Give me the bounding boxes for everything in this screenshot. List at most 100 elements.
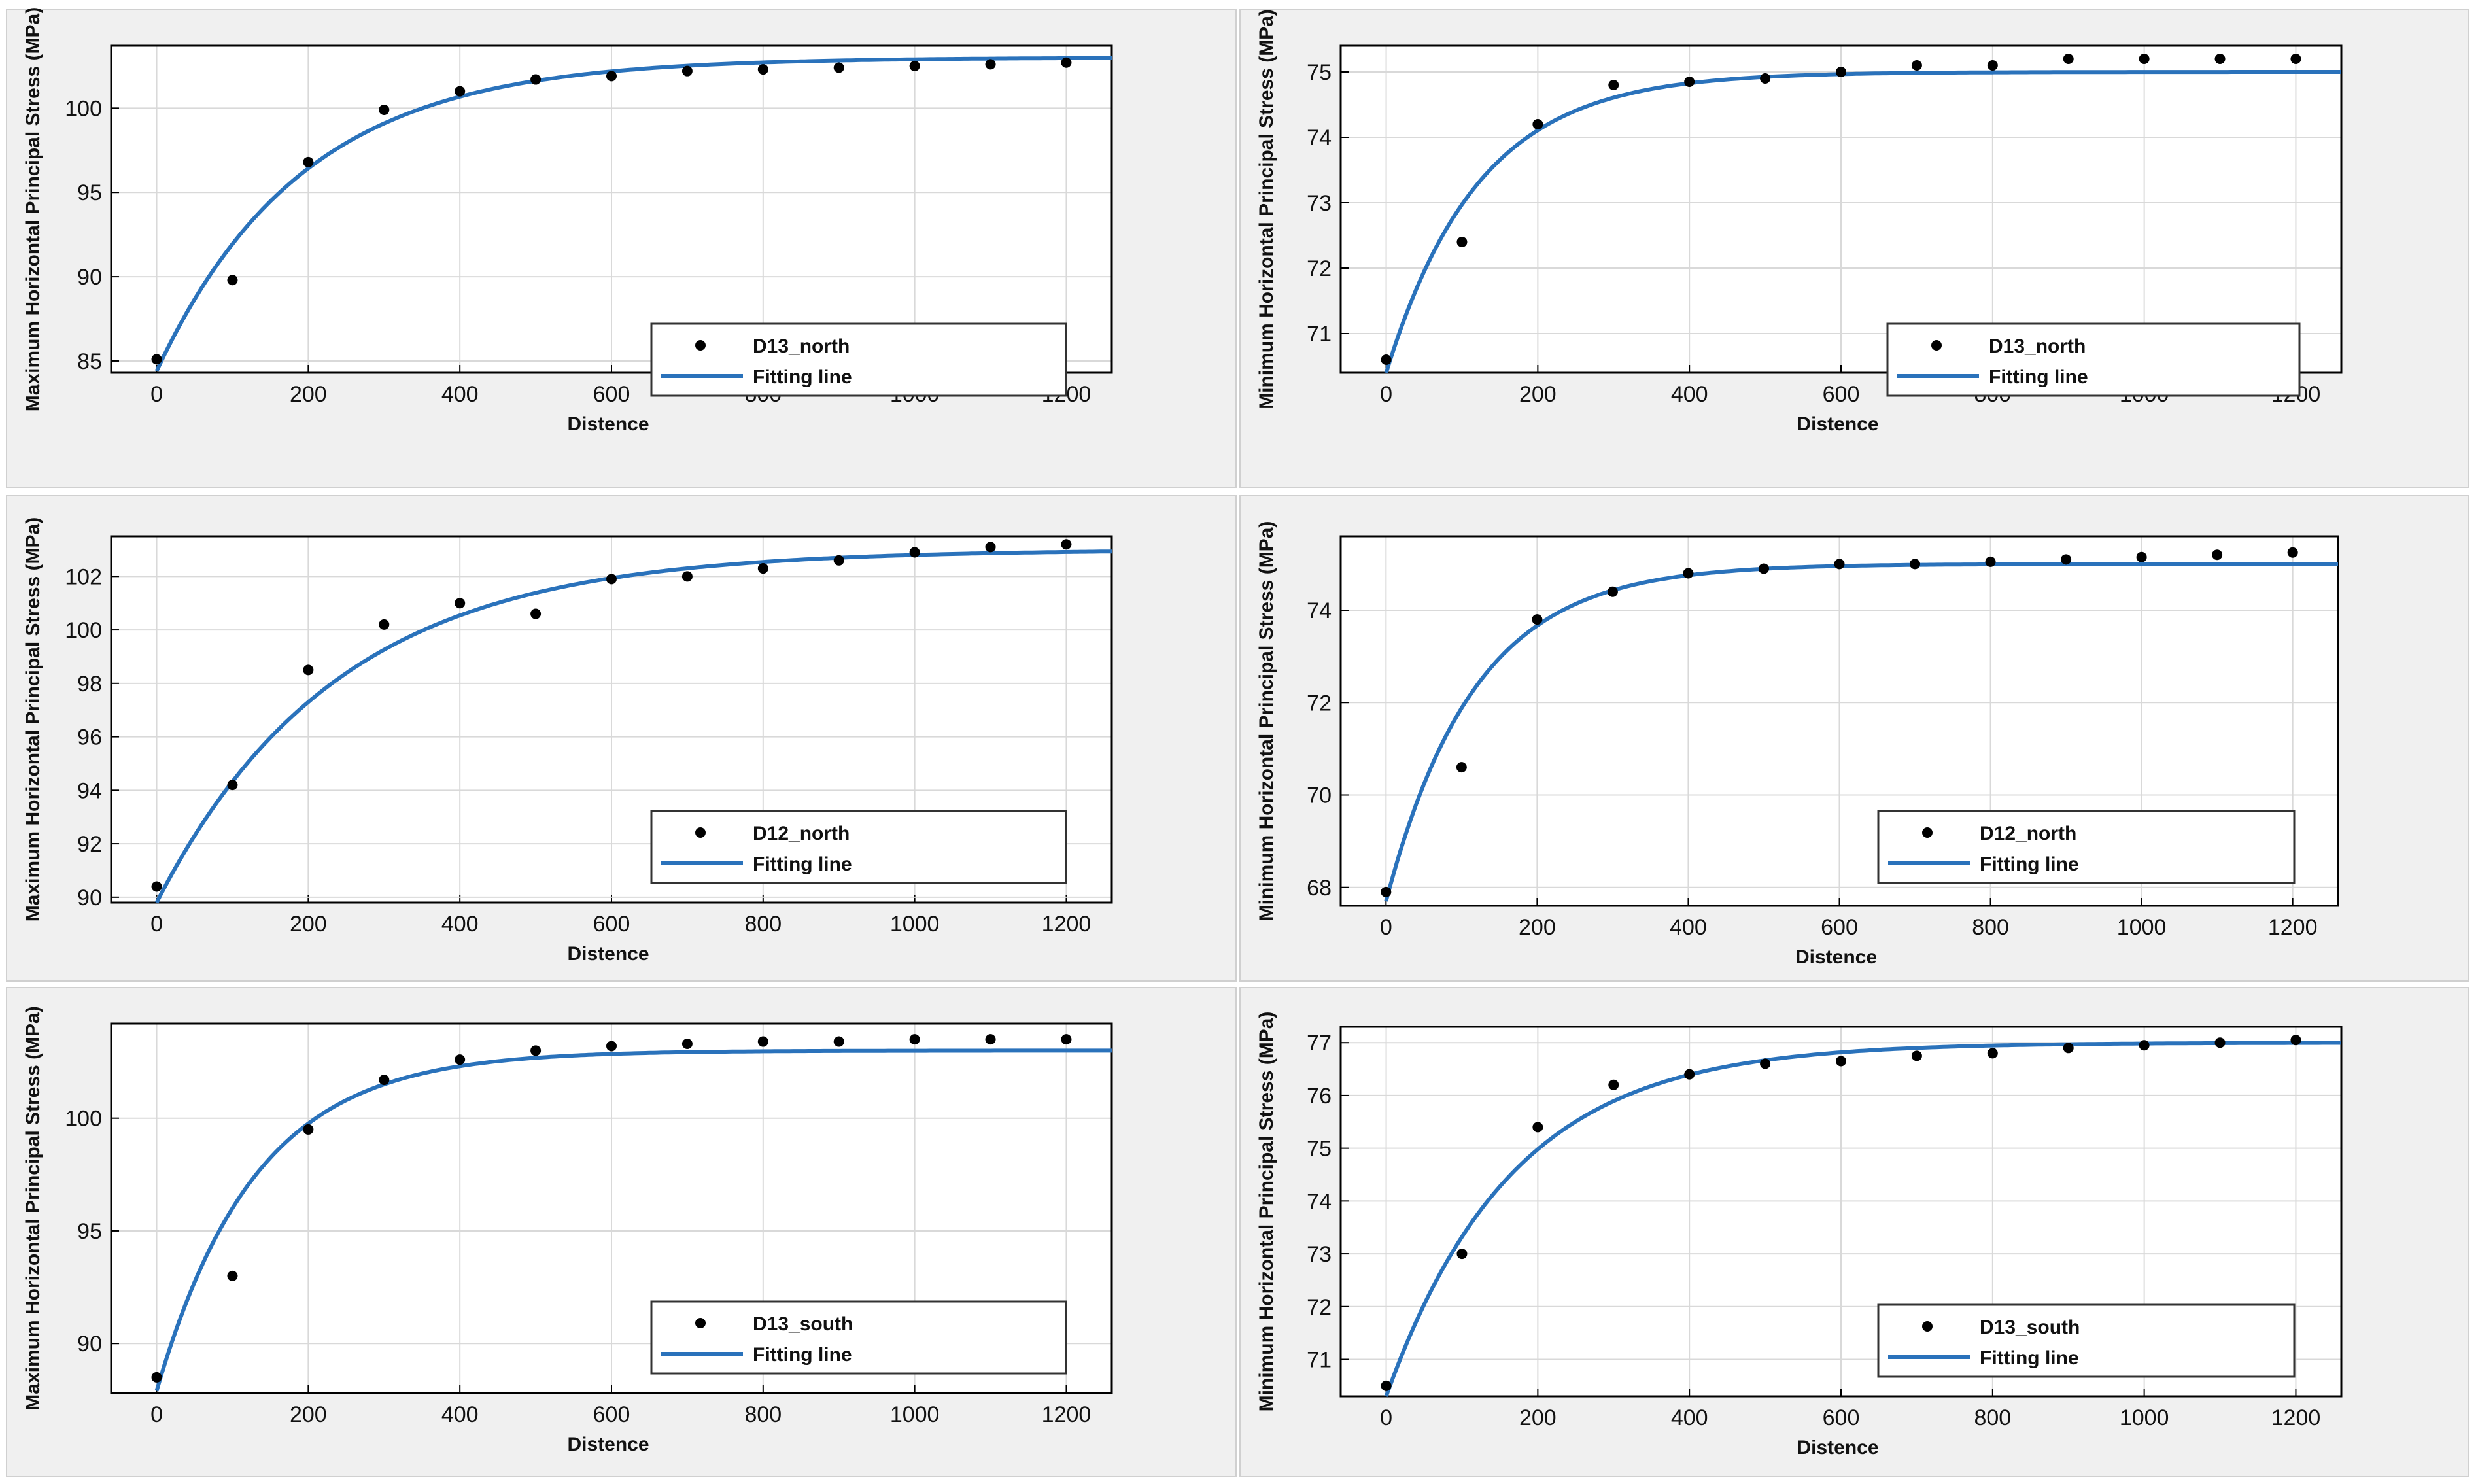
x-tick-label: 0 (150, 912, 163, 937)
y-tick-label: 72 (1307, 256, 1332, 281)
data-point (606, 71, 617, 82)
legend-box (650, 322, 1067, 397)
data-point (909, 547, 920, 558)
data-point (151, 354, 162, 365)
x-axis-label: Distence (1795, 946, 1877, 968)
y-tick-label: 90 (77, 1332, 102, 1356)
legend-marker-points (1931, 340, 1942, 351)
fitting-line (1384, 1041, 2341, 1398)
y-axis-label: Minimum Horizontal Principal Stress (MPa… (1256, 521, 1277, 922)
data-point (303, 156, 314, 167)
y-tick-label: 73 (1307, 1242, 1332, 1267)
x-axis-label: Distence (1797, 1437, 1878, 1458)
fitting-line (154, 56, 1112, 372)
y-tick-label: 71 (1307, 322, 1332, 347)
x-tick-label: 800 (1974, 1406, 2011, 1430)
data-point (1834, 559, 1845, 570)
x-tick-label: 400 (1671, 1406, 1708, 1430)
legend-label-line: Fitting line (1980, 854, 2079, 875)
plot-frame (1339, 44, 2343, 374)
legend-label-points: D13_south (753, 1313, 853, 1335)
legend-label-line: Fitting line (1989, 366, 2088, 388)
data-point (455, 86, 466, 97)
data-point (1684, 1069, 1695, 1080)
data-point (455, 1054, 466, 1065)
x-axis-label: Distence (1797, 413, 1878, 435)
legend: D13_north Fitting line (1886, 322, 2301, 397)
legend-box (1877, 1303, 2296, 1378)
legend-label-points: D12_north (753, 823, 850, 844)
data-point (681, 571, 693, 582)
data-point (1532, 614, 1543, 625)
legend-box (1877, 810, 2296, 884)
plot-frame (1339, 1026, 2343, 1398)
plot-frame (110, 535, 1113, 904)
x-tick-label: 800 (744, 912, 782, 937)
x-tick-label: 1000 (2120, 1406, 2169, 1430)
data-point (2063, 1043, 2074, 1054)
data-point (1608, 1079, 1619, 1090)
x-tick-label: 200 (1519, 915, 1556, 940)
legend-label-line: Fitting line (753, 366, 852, 388)
x-tick-label: 0 (150, 382, 163, 407)
data-point (606, 574, 617, 585)
x-tick-label: 1000 (2117, 915, 2167, 940)
data-point (1758, 563, 1769, 574)
x-tick-label: 1000 (890, 1402, 940, 1427)
fitting-line (1384, 70, 2341, 373)
x-tick-label: 1200 (2271, 1406, 2321, 1430)
y-axis-label: Maximum Horizontal Principal Stress (MPa… (22, 517, 44, 922)
data-point (1911, 60, 1922, 71)
data-point (985, 542, 996, 553)
legend: D12_north Fitting line (650, 810, 1067, 884)
legend-label-points: D12_north (1980, 823, 2076, 844)
x-tick-label: 400 (1670, 915, 1707, 940)
data-point (151, 881, 162, 892)
data-point (1061, 57, 1072, 68)
y-tick-label: 68 (1307, 876, 1332, 901)
chart-panel-5: 0 200 400 600 800 1000 1200 90 95 100 Distence Maxi… (6, 987, 1237, 1477)
legend-label-line: Fitting line (753, 854, 852, 875)
fitting-line (154, 1048, 1112, 1392)
y-tick-label: 74 (1307, 1189, 1332, 1214)
x-tick-label: 600 (1821, 915, 1858, 940)
data-point (1456, 1249, 1468, 1260)
legend-label-line: Fitting line (753, 1344, 852, 1366)
data-point (1607, 586, 1618, 597)
data-point (2287, 547, 2298, 558)
y-tick-label: 94 (77, 778, 102, 803)
data-point (530, 74, 542, 85)
x-tick-label: 1200 (1042, 1402, 1092, 1427)
data-point (2290, 54, 2301, 64)
y-tick-label: 71 (1307, 1348, 1332, 1373)
y-tick-label: 70 (1307, 784, 1332, 808)
chart-panel-6: 0 200 400 600 800 1000 1200 71 72 73 74 75 76 77 Diste… (1239, 987, 2469, 1477)
y-tick-label: 85 (77, 349, 102, 374)
y-tick-label: 75 (1307, 60, 1332, 85)
x-tick-label: 600 (593, 912, 630, 937)
data-point (379, 619, 390, 630)
y-tick-label: 100 (65, 618, 102, 643)
x-tick-label: 1000 (890, 912, 940, 937)
data-point (833, 1036, 844, 1047)
x-tick-label: 400 (441, 912, 479, 937)
x-tick-label: 600 (1823, 382, 1860, 407)
data-point (1836, 67, 1846, 77)
legend: D13_north Fitting line (650, 322, 1067, 397)
data-point (606, 1041, 617, 1052)
data-point (985, 59, 996, 70)
legend-box (650, 1300, 1067, 1375)
data-point (1381, 886, 1392, 897)
x-tick-label: 200 (1519, 382, 1557, 407)
x-tick-label: 1200 (2268, 915, 2318, 940)
data-point (1911, 1050, 1922, 1061)
data-point (2214, 54, 2226, 64)
data-point (227, 1270, 238, 1281)
legend-marker-points (695, 1318, 706, 1328)
data-point (909, 1034, 920, 1045)
data-point (303, 664, 314, 676)
x-tick-label: 200 (290, 382, 327, 407)
x-tick-label: 600 (1823, 1406, 1860, 1430)
data-point (1987, 1048, 1998, 1059)
